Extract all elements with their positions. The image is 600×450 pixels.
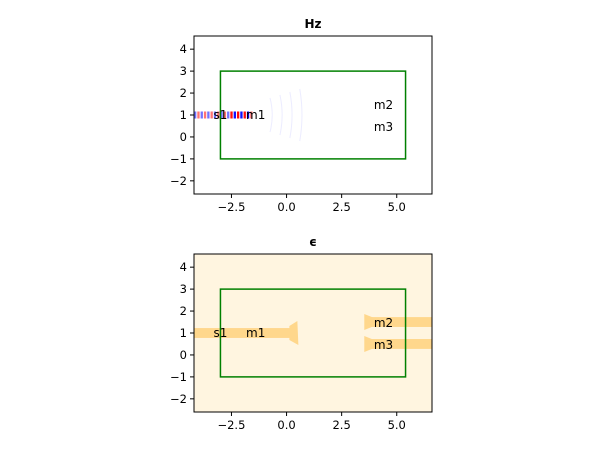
output-taper	[364, 335, 375, 352]
field-ripple	[269, 97, 273, 133]
field-lobe	[194, 111, 197, 119]
field-lobe	[230, 111, 233, 119]
y-tick-label: 1	[180, 326, 187, 340]
epsilon-y-axis: −2 −1 0 1 2 3 4	[170, 260, 187, 406]
x-tick-label: 2.5	[332, 418, 350, 432]
y-tick-label: 3	[180, 282, 187, 296]
epsilon-panel: ϵ s1 m1 m2 m3 −2.5 0.0 2.5 5.0 −2 −1 0 1…	[170, 235, 433, 432]
y-tick-label: 1	[180, 108, 187, 122]
hz-x-axis: −2.5 0.0 2.5 5.0	[217, 200, 405, 214]
field-lobe	[210, 111, 213, 119]
marker-label-s1: s1	[213, 326, 227, 340]
field-lobe	[197, 111, 200, 119]
epsilon-simulation-box	[219, 288, 407, 378]
y-tick-label: −2	[170, 392, 187, 406]
field-lobe	[233, 111, 236, 119]
field-lobe	[250, 111, 253, 119]
x-tick-label: −2.5	[217, 200, 245, 214]
hz-y-axis: −2 −1 0 1 2 3 4	[170, 42, 187, 188]
taper	[289, 321, 299, 345]
field-lobe	[236, 111, 240, 119]
x-tick-label: 0.0	[277, 418, 295, 432]
hz-monitor-labels: s1 m1 m2 m3	[213, 98, 393, 134]
waveguide	[194, 328, 296, 338]
waveguide	[370, 317, 432, 327]
y-tick-label: −2	[170, 174, 187, 188]
marker-label-s1: s1	[213, 108, 227, 122]
hz-simulation-box	[219, 70, 407, 160]
marker-label-m3: m3	[374, 338, 393, 352]
y-tick-label: 2	[180, 304, 187, 318]
hz-panel: Hz s1 m1 m2 m3 −2.5 0.0 2.5 5.0 −2 −1 0 …	[170, 17, 433, 214]
y-tick-label: 3	[180, 64, 187, 78]
x-tick-label: 2.5	[332, 200, 350, 214]
y-tick-label: 0	[180, 130, 187, 144]
y-tick-label: 2	[180, 86, 187, 100]
epsilon-x-axis: −2.5 0.0 2.5 5.0	[217, 418, 405, 432]
field-lobe	[223, 111, 227, 119]
field-lobe	[246, 111, 250, 119]
output-taper	[364, 314, 375, 331]
field-lobe	[213, 111, 217, 119]
marker-label-m2: m2	[374, 98, 393, 112]
field-ripple	[289, 91, 293, 139]
hz-field-map	[194, 88, 303, 142]
marker-label-m2: m2	[374, 316, 393, 330]
field-lobe	[220, 111, 223, 119]
marker-label-m1: m1	[246, 108, 265, 122]
x-tick-label: −2.5	[217, 418, 245, 432]
field-lobe	[207, 111, 210, 119]
y-tick-label: 0	[180, 348, 187, 362]
epsilon-monitor-labels: s1 m1 m2 m3	[213, 316, 393, 352]
marker-label-m1: m1	[246, 326, 265, 340]
y-tick-label: 4	[180, 260, 187, 274]
field-lobe	[203, 111, 207, 119]
field-lobe	[217, 111, 220, 119]
hz-title: Hz	[304, 17, 321, 31]
x-tick-label: 0.0	[277, 200, 295, 214]
y-tick-label: −1	[170, 152, 187, 166]
epsilon-structure	[194, 314, 432, 352]
waveguide	[370, 339, 432, 349]
x-tick-label: 5.0	[388, 418, 406, 432]
field-lobe	[200, 111, 203, 119]
hz-plot-area	[194, 36, 432, 194]
y-tick-label: 4	[180, 42, 187, 56]
marker-label-m3: m3	[374, 120, 393, 134]
field-lobe	[243, 111, 246, 119]
x-tick-label: 5.0	[388, 200, 406, 214]
field-ripple	[299, 88, 303, 142]
hz-tick-marks	[190, 48, 398, 198]
epsilon-title: ϵ	[309, 235, 317, 249]
epsilon-tick-marks	[190, 266, 398, 416]
field-lobe	[240, 111, 243, 119]
field-ripple	[279, 94, 283, 136]
y-tick-label: −1	[170, 370, 187, 384]
field-lobe	[227, 111, 230, 119]
